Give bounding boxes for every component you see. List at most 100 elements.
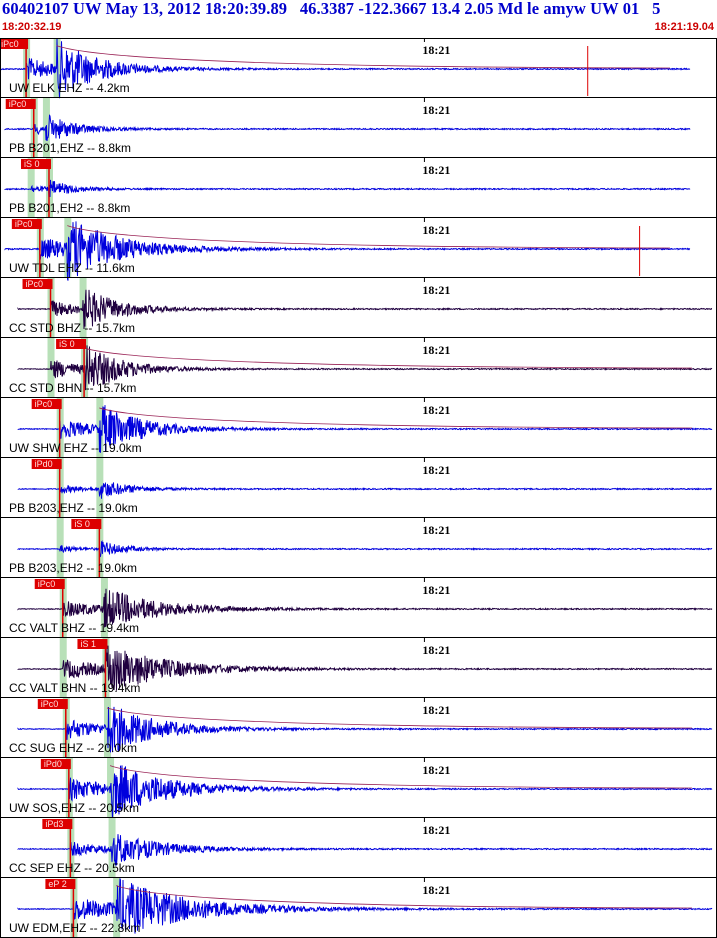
pick-label: iPc0 [15, 219, 33, 229]
pick-tag [31, 459, 62, 469]
pick-label: iPc0 [9, 99, 27, 109]
trace-row: iPd0 18:21 UW SOS,EHZ -- 20.5km [0, 758, 717, 819]
pick-label: eP 2 [48, 879, 66, 889]
trace-row: iPc0 18:21 UW SHW EHZ -- 19.0km [0, 398, 717, 458]
waveform [17, 481, 713, 499]
pick-tag [71, 519, 102, 529]
pick-label: iPd0 [35, 459, 53, 469]
header: 60402107 UW May 13, 2012 18:20:39.89 46.… [0, 0, 717, 38]
trace-row: iS 0 18:21 PB B203,EH2 -- 19.0km [0, 518, 717, 578]
waveform [17, 834, 713, 866]
coda-envelope [56, 45, 671, 69]
minute-tick-label: 18:21 [422, 823, 450, 837]
waveform [4, 179, 691, 198]
pick-tag [0, 39, 29, 49]
station-label: CC STD BHZ -- 15.7km [9, 321, 135, 335]
minute-tick-label: 18:21 [422, 283, 450, 297]
waveform [17, 765, 713, 819]
waveform [17, 706, 713, 753]
pick-label: iPc0 [35, 399, 53, 409]
pick-label: iPc0 [1, 39, 19, 49]
coda-envelope [116, 885, 693, 909]
pick-tag [56, 339, 87, 349]
station-label: PB B201,EHZ -- 8.8km [9, 141, 131, 155]
pick-tag [5, 99, 36, 109]
end-time: 18:21:19.04 [654, 21, 714, 33]
station-label: PB B203,EH2 -- 19.0km [9, 561, 137, 575]
minute-tick-label: 18:21 [422, 223, 450, 237]
waveform [17, 405, 713, 453]
minute-tick-label: 18:21 [422, 703, 450, 717]
station-label: PB B201,EH2 -- 8.8km [9, 201, 130, 215]
waveform [17, 540, 713, 558]
minute-tick-label: 18:21 [422, 583, 450, 597]
minute-tick-label: 18:21 [422, 103, 450, 117]
pick-tag [40, 759, 71, 769]
p-phase-band [59, 638, 67, 698]
minute-tick-label: 18:21 [422, 163, 450, 177]
trace-row: iPd3 18:21 CC SEP EHZ -- 20.5km [0, 818, 717, 878]
start-time: 18:20:32.19 [2, 21, 62, 33]
s-phase-band [108, 818, 116, 878]
minute-tick-label: 18:21 [422, 343, 450, 357]
station-label: CC STD BHN -- 15.7km [9, 381, 136, 395]
minute-tick-label: 18:21 [422, 523, 450, 537]
pick-label: iS 1 [80, 639, 96, 649]
pick-label: iS 0 [59, 339, 75, 349]
trace-row: iS 1 18:21 CC VALT BHN -- 19.4km [0, 638, 717, 698]
minute-tick-label: 18:21 [422, 643, 450, 657]
waveform [4, 114, 691, 142]
trace-row: iS 0 18:21 CC STD BHN -- 15.7km [0, 338, 717, 398]
station-label: CC VALT BHZ -- 19.4km [9, 621, 139, 635]
pick-tag [42, 819, 73, 829]
waveform [0, 38, 691, 99]
pick-label: iPc0 [26, 279, 44, 289]
station-label: CC VALT BHN -- 19.4km [9, 681, 140, 695]
waveform [17, 345, 713, 391]
event-title: 60402107 UW May 13, 2012 18:20:39.89 46.… [2, 0, 661, 18]
pick-tag [37, 699, 68, 709]
pick-label: iS 0 [74, 519, 90, 529]
trace-row: iS 0 18:21 PB B201,EH2 -- 8.8km [0, 158, 717, 218]
trace-row: iPc0 18:21 CC STD BHZ -- 15.7km [0, 278, 717, 338]
minute-tick-label: 18:21 [422, 883, 450, 897]
pick-tag [34, 579, 65, 589]
station-label: PB B203,EHZ -- 19.0km [9, 501, 138, 515]
station-label: UW TDL EHZ -- 11.6km [9, 261, 135, 275]
pick-label: iPd3 [45, 819, 63, 829]
coda-envelope [67, 225, 671, 249]
pick-label: iPd0 [44, 759, 62, 769]
s-phase-band [96, 458, 104, 518]
station-label: UW SHW EHZ -- 19.0km [9, 441, 142, 455]
pick-label: iPc0 [38, 579, 56, 589]
trace-row: iPc0 18:21 UW ELK EHZ -- 4.2km [0, 38, 717, 99]
coda-envelope [109, 765, 693, 789]
coda-envelope [106, 707, 693, 729]
s-phase-band [53, 38, 61, 98]
pick-tag [31, 399, 62, 409]
minute-tick-label: 18:21 [422, 403, 450, 417]
coda-envelope [83, 347, 693, 369]
pick-tag [77, 639, 108, 649]
trace-row: iPc0 18:21 CC VALT BHZ -- 19.4km [0, 578, 717, 638]
seismogram-panel: iPc0 18:21 UW ELK EHZ -- 4.2km iPc0 18:21 PB … [0, 38, 717, 938]
s-phase-band [64, 218, 72, 278]
coda-envelope [99, 407, 693, 429]
station-label: UW SOS,EHZ -- 20.5km [9, 801, 139, 815]
pick-tag [45, 879, 76, 889]
pick-label: iS 0 [24, 159, 40, 169]
station-label: CC SEP EHZ -- 20.5km [9, 861, 135, 875]
waveform [17, 289, 713, 330]
pick-label: iPc0 [41, 699, 59, 709]
waveform [17, 642, 713, 691]
pick-tag [11, 219, 42, 229]
minute-tick-label: 18:21 [422, 763, 450, 777]
pick-tag [20, 159, 51, 169]
waveform [17, 878, 713, 934]
minute-tick-label: 18:21 [422, 463, 450, 477]
pick-tag [22, 279, 53, 289]
waveform [17, 588, 713, 628]
station-label: UW EDM,EHZ -- 22.8km [9, 921, 140, 935]
trace-row: eP 2 18:21 UW EDM,EHZ -- 22.8km [0, 878, 717, 938]
minute-tick-label: 18:21 [422, 43, 450, 57]
